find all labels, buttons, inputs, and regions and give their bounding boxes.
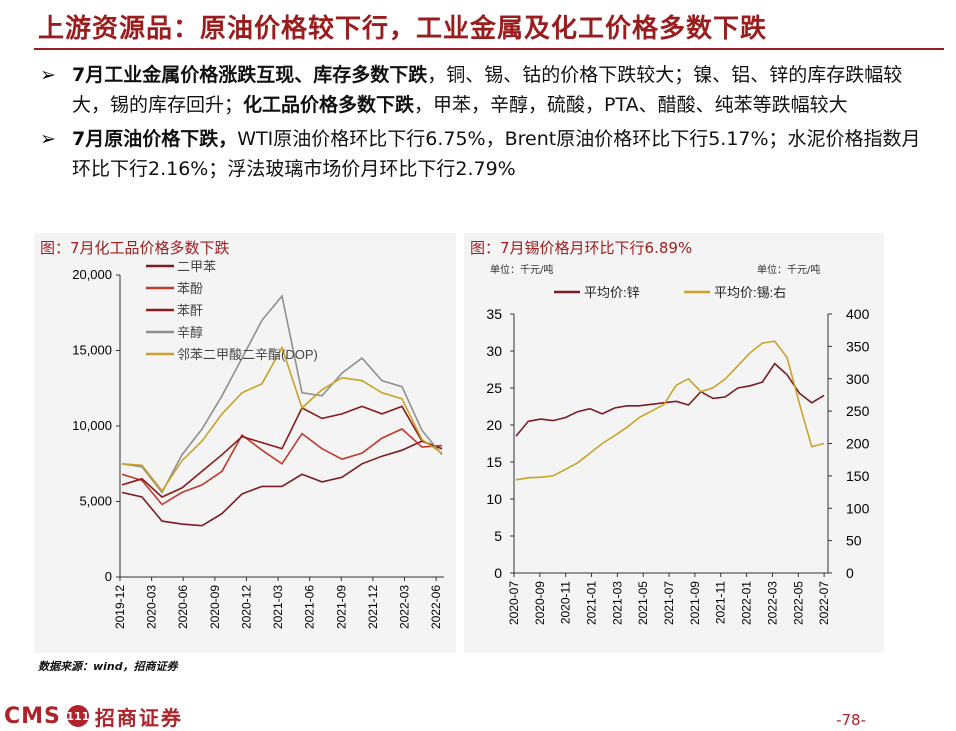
x-tick-label: 2020-09 — [208, 585, 222, 629]
series-line-2 — [121, 428, 443, 506]
logo-text: CMS — [4, 703, 61, 729]
chem-chart-panel: 图：7月化工品价格多数下跌 — [34, 233, 456, 653]
legend-label: 二甲苯 — [177, 259, 216, 274]
series-line-1 — [121, 440, 443, 527]
y-tick-label-right: 300 — [846, 371, 870, 387]
y-tick-label-right: 350 — [846, 338, 870, 354]
page-number: -78- — [836, 711, 866, 729]
y-tick-label-left: 5 — [494, 528, 502, 544]
y-tick-label: 0 — [105, 569, 112, 584]
bullet-text: ，铜、锡、钴的价格下跌较大；镍、铝、锌的库存跌幅较大，锡的库存回升； — [72, 64, 903, 116]
cms-logo: CMS 111 招商证券 — [4, 703, 183, 730]
x-tick-label: 2020-06 — [176, 585, 190, 629]
bullet-bold: 化工品价格多数下跌 — [243, 94, 415, 116]
x-tick-label: 2021-01 — [585, 581, 599, 625]
y-tick-label-right: 0 — [846, 565, 854, 581]
y-tick-label-left: 30 — [486, 343, 502, 359]
x-tick-label: 2022-03 — [397, 585, 411, 629]
y-tick-label-right: 200 — [846, 436, 870, 452]
series-line-3 — [121, 405, 443, 498]
logo-badge-icon: 111 — [66, 705, 89, 727]
bullet-bold: 7月工业金属价格涨跌互现、库存多数下跌 — [72, 64, 428, 86]
y-tick-label: 5,000 — [79, 494, 112, 509]
x-tick-label: 2022-07 — [817, 581, 831, 625]
y-tick-label-left: 15 — [486, 454, 502, 470]
legend-label: 苯酐 — [177, 303, 203, 318]
y-tick-label-left: 20 — [486, 417, 502, 433]
x-tick-label: 2020-09 — [533, 581, 547, 625]
chem-price-chart: 0 5,000 10,000 15,000 20,000 2019-12 2020-03 20… — [72, 259, 444, 629]
x-tick-label: 2021-06 — [303, 585, 317, 629]
x-tick-label: 2020-03 — [145, 585, 159, 629]
title-rule — [34, 48, 944, 50]
chem-chart-title: 图：7月化工品价格多数下跌 — [40, 239, 230, 257]
y-tick-label-left: 0 — [494, 565, 502, 581]
series-line-1 — [515, 362, 825, 437]
logo-cn: 招商证券 — [94, 705, 183, 730]
y-tick-label-right: 150 — [846, 468, 870, 484]
legend-label: 辛醇 — [177, 325, 203, 340]
y-tick-label-right: 100 — [846, 500, 870, 516]
x-tick-label: 2021-03 — [610, 581, 624, 625]
bullet-bold: 7月原油价格下跌， — [72, 128, 238, 150]
legend-label: 邻苯二甲酸二辛酯(DOP) — [177, 347, 318, 362]
y-tick-label: 20,000 — [72, 267, 112, 282]
arrow-icon: ➢ — [40, 64, 56, 86]
series-line-2 — [515, 340, 825, 481]
y-tick-label: 10,000 — [72, 418, 112, 433]
bullet-text: ，甲苯，辛醇，硫酸，PTA、醋酸、纯苯等跌幅较大 — [414, 94, 848, 116]
y-tick-label-right: 250 — [846, 403, 870, 419]
tin-chart-panel: 图：7月锡价格月环比下行6.89% 单位：千元/吨 单位：千元/吨 — [464, 233, 884, 653]
legend-label: 平均价:锡:右 — [714, 285, 786, 300]
x-tick-label: 2022-06 — [429, 585, 443, 629]
x-tick-label: 2021-12 — [366, 585, 380, 629]
legend-label: 平均价:锌 — [584, 285, 640, 300]
bullet-oil: ➢ 7月原油价格下跌，WTI原油价格环比下行6.75%，Brent原油价格环比下… — [38, 124, 938, 184]
x-tick-label: 2021-11 — [714, 581, 728, 624]
legend-label: 苯酚 — [177, 281, 203, 296]
x-tick-label: 2020-07 — [507, 581, 521, 625]
y-tick-label-left: 25 — [486, 380, 502, 396]
x-tick-label: 2022-01 — [740, 581, 754, 625]
y-tick-label-left: 10 — [486, 491, 502, 507]
y-tick-label-right: 50 — [846, 533, 862, 549]
bullet-metals: ➢ 7月工业金属价格涨跌互现、库存多数下跌，铜、锡、钴的价格下跌较大；镍、铝、锌… — [38, 60, 938, 120]
x-tick-label: 2020-11 — [559, 581, 573, 624]
y-tick-label-left: 35 — [486, 306, 502, 322]
x-tick-label: 2022-05 — [791, 581, 805, 625]
x-tick-label: 2021-03 — [271, 585, 285, 629]
x-tick-label: 2020-12 — [239, 585, 253, 629]
x-tick-label: 2019-12 — [113, 585, 127, 629]
unit-left: 单位：千元/吨 — [490, 265, 554, 276]
arrow-icon: ➢ — [40, 128, 56, 150]
data-source: 数据来源：wind，招商证券 — [38, 660, 178, 673]
x-tick-label: 2021-07 — [662, 581, 676, 625]
x-tick-label: 2022-03 — [765, 581, 779, 625]
x-tick-label: 2021-05 — [636, 581, 650, 625]
page-title: 上游资源品：原油价格较下行，工业金属及化工价格多数下跌 — [38, 14, 768, 44]
series-line-5 — [121, 345, 443, 493]
tin-chart-title: 图：7月锡价格月环比下行6.89% — [470, 239, 693, 257]
x-tick-label: 2021-09 — [688, 581, 702, 625]
x-tick-label: 2021-09 — [334, 585, 348, 629]
bullet-text: WTI原油价格环比下行6.75%，Brent原油价格环比下行5.17%；水泥价格… — [72, 128, 921, 180]
unit-right: 单位：千元/吨 — [757, 265, 821, 276]
y-tick-label: 15,000 — [72, 343, 112, 358]
bullet-list: ➢ 7月工业金属价格涨跌互现、库存多数下跌，铜、锡、钴的价格下跌较大；镍、铝、锌… — [38, 60, 938, 184]
y-tick-label-right: 400 — [846, 306, 870, 322]
zinc-tin-chart: 0510152025303505010015020025030035040020… — [486, 285, 870, 625]
series-line-4 — [121, 294, 443, 494]
